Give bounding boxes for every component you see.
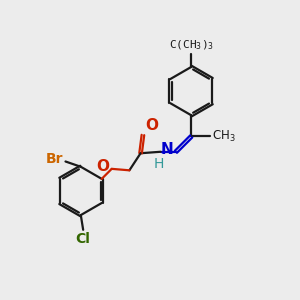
Text: C(CH$_3$)$_3$: C(CH$_3$)$_3$ xyxy=(169,39,214,52)
Text: CH$_3$: CH$_3$ xyxy=(212,129,236,144)
Text: Cl: Cl xyxy=(76,232,91,246)
Text: Br: Br xyxy=(46,152,63,166)
Text: O: O xyxy=(145,118,158,133)
Text: N: N xyxy=(160,142,173,158)
Text: O: O xyxy=(96,159,109,174)
Text: H: H xyxy=(154,157,164,171)
